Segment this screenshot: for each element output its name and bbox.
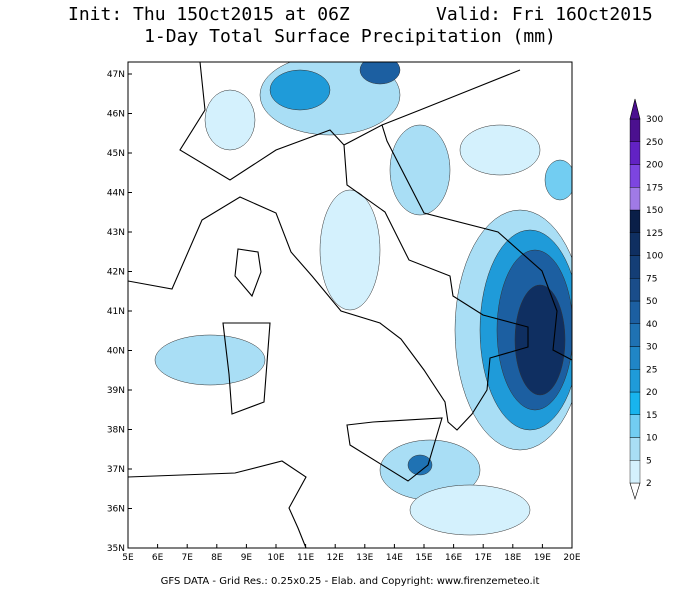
subtitle: 1-Day Total Surface Precipitation (mm) — [144, 26, 556, 47]
lon-label: 20E — [563, 553, 580, 563]
colorbar-label: 5 — [646, 456, 652, 466]
lat-label: 40N — [107, 347, 125, 357]
lat-label: 42N — [107, 268, 125, 278]
colorbar-label: 40 — [646, 320, 658, 330]
lon-label: 15E — [415, 553, 432, 563]
lon-label: 9E — [241, 553, 253, 563]
colorbar-label: 20 — [646, 388, 658, 398]
colorbar-swatch — [629, 164, 641, 188]
lon-label: 14E — [386, 553, 403, 563]
colorbar-label: 10 — [646, 434, 658, 444]
precip-areas — [154, 62, 572, 536]
lat-label: 36N — [107, 505, 125, 515]
colorbar-label: 200 — [646, 161, 663, 171]
colorbar-swatch — [629, 414, 641, 438]
lat-label: 39N — [107, 386, 125, 396]
colorbar-swatch — [629, 323, 641, 347]
lat-label: 41N — [107, 307, 125, 317]
colorbar-swatch — [629, 209, 641, 233]
colorbar-label: 2 — [646, 479, 652, 489]
axes: 5E 6E 7E 8E 9E 10E 11E 12E 13E 14E 15E 16E 17E 18E 19E… — [107, 70, 581, 563]
colorbar-label: 50 — [646, 297, 658, 307]
colorbar-swatch — [629, 118, 641, 142]
title-left: Init: Thu 15Oct2015 at 06Z — [68, 4, 350, 25]
colorbar-label: 150 — [646, 206, 663, 216]
colorbar-label: 25 — [646, 365, 657, 375]
colorbar-max-arrow — [629, 98, 641, 120]
colorbar-swatch — [629, 187, 641, 211]
lon-label: 19E — [534, 553, 551, 563]
lon-label: 18E — [504, 553, 521, 563]
colorbar-swatch — [629, 141, 641, 165]
colorbar-label: 175 — [646, 183, 663, 193]
colorbar-label: 15 — [646, 411, 657, 421]
colorbar-swatch — [629, 346, 641, 370]
lon-label: 10E — [267, 553, 284, 563]
lat-label: 38N — [107, 426, 125, 436]
lon-label: 16E — [445, 553, 462, 563]
lat-label: 47N — [107, 70, 125, 80]
colorbar-swatch — [629, 437, 641, 461]
lon-label: 8E — [211, 553, 223, 563]
lon-label: 7E — [181, 553, 193, 563]
map-area — [128, 62, 572, 548]
colorbar-swatch — [629, 278, 641, 302]
colorbar-swatch — [629, 232, 641, 256]
lat-label: 45N — [107, 149, 125, 159]
lat-label: 46N — [107, 110, 125, 120]
colorbar-label: 100 — [646, 252, 663, 262]
colorbar-label: 30 — [646, 343, 658, 353]
colorbar-label: 75 — [646, 274, 657, 284]
colorbar-label: 300 — [646, 115, 663, 125]
lon-label: 13E — [356, 553, 373, 563]
colorbar-swatch — [629, 369, 641, 393]
lat-label: 35N — [107, 544, 125, 554]
coastlines — [128, 62, 572, 548]
lon-label: 11E — [297, 553, 314, 563]
colorbar-min-arrow — [629, 482, 641, 501]
footer: GFS DATA - Grid Res.: 0.25x0.25 - Elab. … — [161, 576, 540, 587]
lon-label: 12E — [327, 553, 344, 563]
lat-label: 43N — [107, 228, 125, 238]
lon-label: 6E — [152, 553, 164, 563]
map-frame — [127, 61, 573, 549]
colorbar-swatch — [629, 300, 641, 324]
colorbar-label: 250 — [646, 138, 663, 148]
colorbar-swatch — [629, 391, 641, 415]
title-right: Valid: Fri 16Oct2015 — [436, 4, 653, 25]
lat-label: 44N — [107, 189, 125, 199]
lon-label: 17E — [475, 553, 492, 563]
colorbar-label: 125 — [646, 229, 663, 239]
colorbar-swatch — [629, 460, 641, 484]
lat-label: 37N — [107, 465, 125, 475]
colorbar-swatch — [629, 255, 641, 279]
lon-label: 5E — [122, 553, 134, 563]
